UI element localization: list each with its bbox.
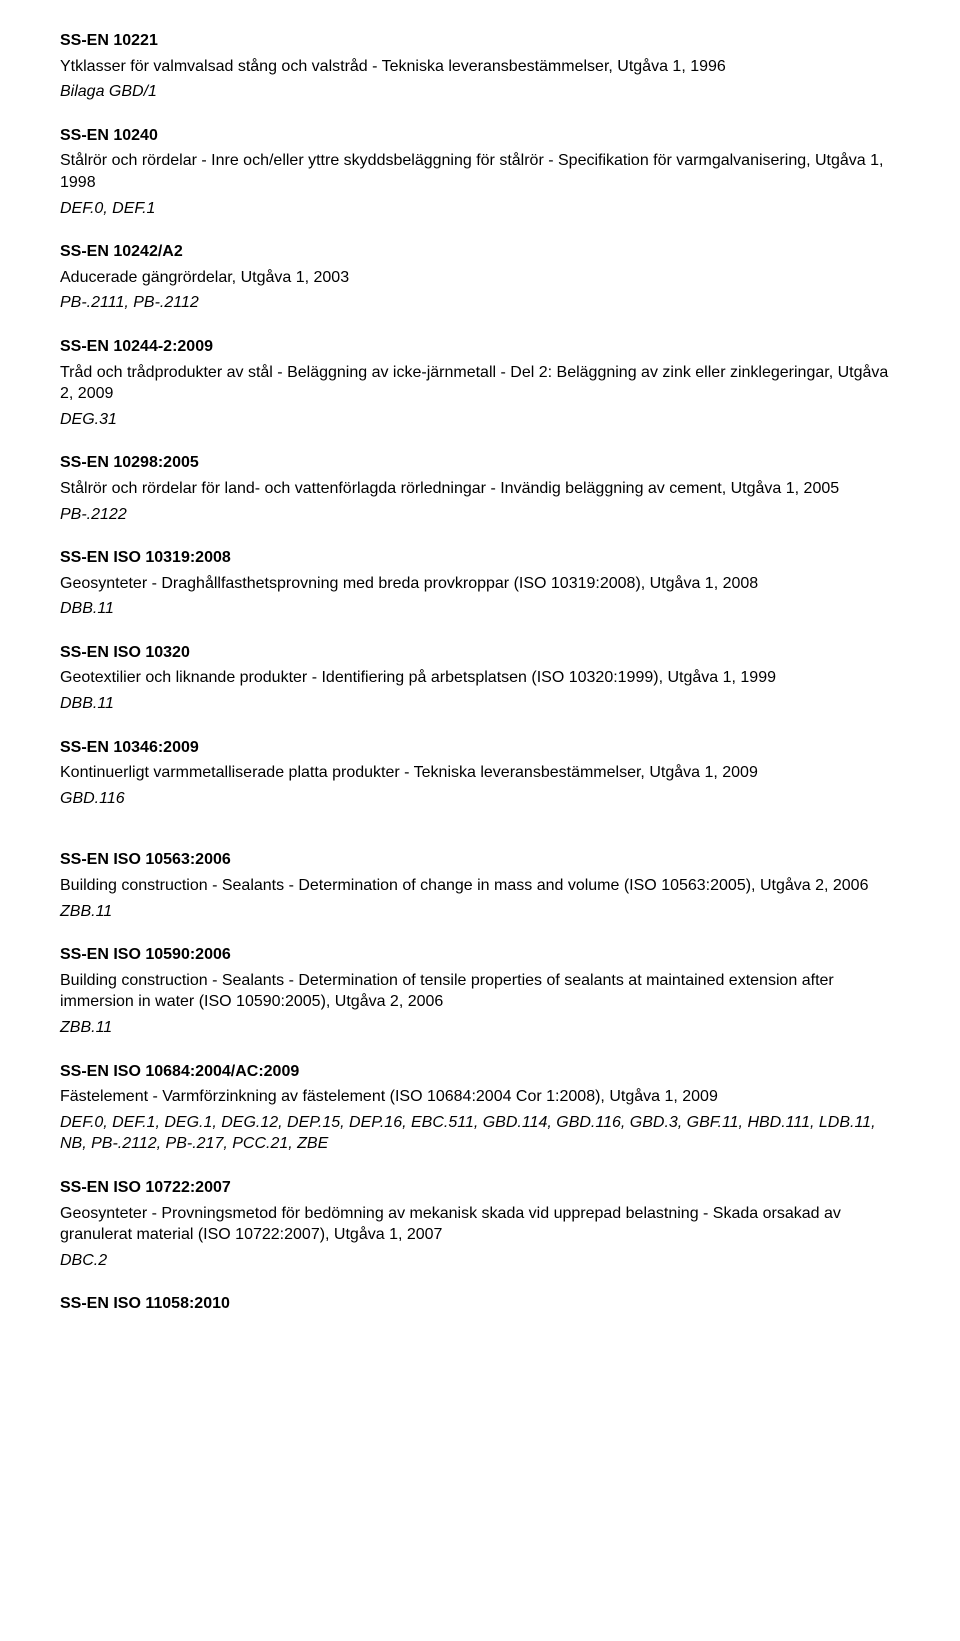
standard-code: SS-EN ISO 10563:2006	[60, 849, 900, 871]
standard-description: Aducerade gängrördelar, Utgåva 1, 2003	[60, 267, 900, 289]
standard-code: SS-EN ISO 10319:2008	[60, 547, 900, 569]
standard-entry: SS-EN 10346:2009 Kontinuerligt varmmetall…	[60, 737, 900, 810]
standard-code: SS-EN ISO 10722:2007	[60, 1177, 900, 1199]
standard-entry: SS-EN ISO 11058:2010	[60, 1293, 900, 1315]
standard-code: SS-EN ISO 10320	[60, 642, 900, 664]
standard-description: Stålrör och rördelar för land- och vatte…	[60, 478, 900, 500]
standard-code: SS-EN 10346:2009	[60, 737, 900, 759]
standard-description: Tråd och trådprodukter av stål - Beläggn…	[60, 362, 900, 405]
standard-description: Building construction - Sealants - Deter…	[60, 970, 900, 1013]
standard-reference: Bilaga GBD/1	[60, 81, 900, 103]
standard-entry: SS-EN ISO 10320 Geotextilier och liknande…	[60, 642, 900, 715]
standard-entry: SS-EN ISO 10563:2006 Building constructio…	[60, 849, 900, 922]
standard-entry: SS-EN 10242/A2 Aducerade gängrördelar, Ut…	[60, 241, 900, 314]
standard-reference: DBB.11	[60, 598, 900, 620]
standard-code: SS-EN ISO 11058:2010	[60, 1293, 900, 1315]
standard-code: SS-EN 10298:2005	[60, 452, 900, 474]
standard-entry: SS-EN 10240 Stålrör och rördelar - Inre o…	[60, 125, 900, 219]
standard-code: SS-EN 10240	[60, 125, 900, 147]
standard-code: SS-EN ISO 10684:2004/AC:2009	[60, 1061, 900, 1083]
standard-reference: PB-.2122	[60, 504, 900, 526]
standard-description: Stålrör och rördelar - Inre och/eller yt…	[60, 150, 900, 193]
standard-code: SS-EN 10244-2:2009	[60, 336, 900, 358]
section-gap	[60, 831, 900, 849]
standard-description: Kontinuerligt varmmetalliserade platta p…	[60, 762, 900, 784]
standard-reference: GBD.116	[60, 788, 900, 810]
standard-entry: SS-EN ISO 10319:2008 Geosynteter - Draghå…	[60, 547, 900, 620]
standard-description: Building construction - Sealants - Deter…	[60, 875, 900, 897]
standard-reference: DEF.0, DEF.1, DEG.1, DEG.12, DEP.15, DEP…	[60, 1112, 900, 1155]
standard-entry: SS-EN 10244-2:2009 Tråd och trådprodukter…	[60, 336, 900, 430]
standard-code: SS-EN ISO 10590:2006	[60, 944, 900, 966]
standard-description: Geosynteter - Draghållfasthetsprovning m…	[60, 573, 900, 595]
document-body: SS-EN 10221 Ytklasser för valmvalsad stån…	[60, 30, 900, 1315]
standard-code: SS-EN 10242/A2	[60, 241, 900, 263]
standard-entry: SS-EN 10221 Ytklasser för valmvalsad stån…	[60, 30, 900, 103]
standard-description: Ytklasser för valmvalsad stång och valst…	[60, 56, 900, 78]
standard-description: Geosynteter - Provningsmetod för bedömni…	[60, 1203, 900, 1246]
standard-code: SS-EN 10221	[60, 30, 900, 52]
standard-entry: SS-EN ISO 10722:2007 Geosynteter - Provni…	[60, 1177, 900, 1271]
standard-reference: ZBB.11	[60, 1017, 900, 1039]
standard-reference: ZBB.11	[60, 901, 900, 923]
standard-entry: SS-EN 10298:2005 Stålrör och rördelar för…	[60, 452, 900, 525]
standard-description: Geotextilier och liknande produkter - Id…	[60, 667, 900, 689]
standard-entry: SS-EN ISO 10590:2006 Building constructio…	[60, 944, 900, 1038]
standard-description: Fästelement - Varmförzinkning av fästele…	[60, 1086, 900, 1108]
standard-reference: DEG.31	[60, 409, 900, 431]
standard-reference: DBC.2	[60, 1250, 900, 1272]
standard-entry: SS-EN ISO 10684:2004/AC:2009 Fästelement …	[60, 1061, 900, 1155]
standard-reference: DBB.11	[60, 693, 900, 715]
standard-reference: DEF.0, DEF.1	[60, 198, 900, 220]
standard-reference: PB-.2111, PB-.2112	[60, 292, 900, 314]
